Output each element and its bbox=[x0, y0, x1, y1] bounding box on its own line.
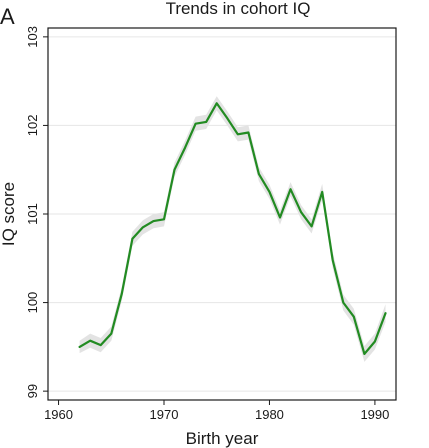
gridlines bbox=[48, 36, 396, 392]
y-tick-label: 100 bbox=[25, 292, 40, 314]
y-axis-ticks: 99 100 101 102 103 bbox=[25, 26, 48, 398]
chart-title: Trends in cohort IQ bbox=[166, 0, 311, 18]
x-tick-label: 1990 bbox=[360, 407, 389, 422]
x-axis-title: Birth year bbox=[186, 429, 259, 448]
x-tick-label: 1980 bbox=[255, 407, 284, 422]
x-tick-label: 1960 bbox=[44, 407, 73, 422]
iq-series-line bbox=[78, 102, 387, 355]
y-tick-label: 102 bbox=[25, 115, 40, 137]
series-line-layer bbox=[78, 102, 387, 355]
y-tick-label: 101 bbox=[25, 203, 40, 225]
x-axis-ticks: 1960 1970 1980 1990 bbox=[44, 400, 389, 422]
y-tick-label: 99 bbox=[25, 384, 40, 398]
y-axis-title: IQ score bbox=[0, 182, 18, 246]
x-tick-label: 1970 bbox=[150, 407, 179, 422]
panel-label: A bbox=[0, 4, 15, 29]
y-tick-label: 103 bbox=[25, 26, 40, 48]
